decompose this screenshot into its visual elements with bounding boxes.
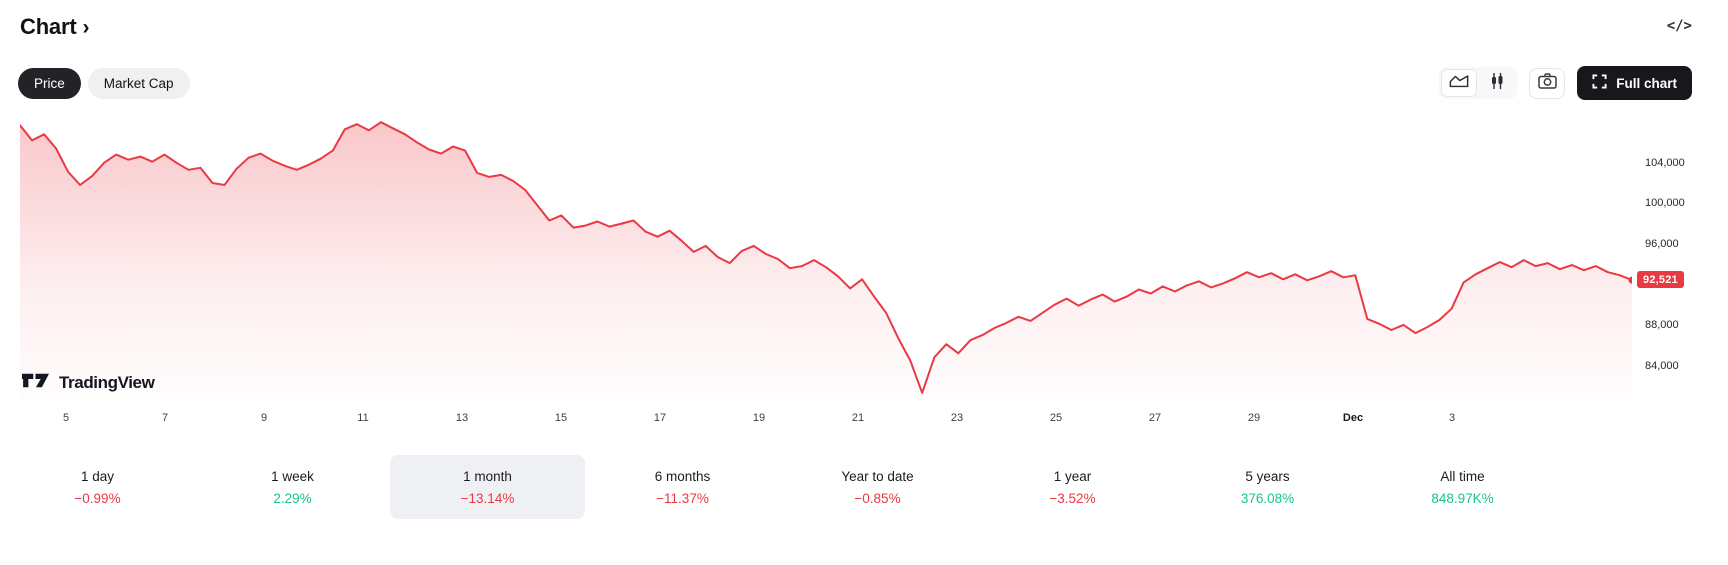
- x-axis-tick: 15: [554, 412, 568, 424]
- period-label: 1 week: [271, 468, 314, 484]
- page-title: Chart: [20, 14, 77, 39]
- period-change-value: −0.99%: [74, 490, 121, 506]
- area-fill: [20, 122, 1632, 402]
- chart-controls: Full chart: [1439, 66, 1692, 100]
- period-change-value: 2.29%: [273, 490, 312, 506]
- period-label: All time: [1440, 468, 1485, 484]
- candlestick-chart-type-button[interactable]: [1479, 69, 1515, 97]
- y-axis-tick: 88,000: [1645, 318, 1679, 331]
- period-stat-1-week[interactable]: 1 week 2.29%: [195, 455, 390, 519]
- tab-price[interactable]: Price: [18, 67, 81, 99]
- tradingview-logo-icon: [22, 371, 52, 395]
- period-label: 5 years: [1245, 468, 1290, 484]
- fullscreen-icon: [1592, 74, 1607, 92]
- area-chart-type-button[interactable]: [1441, 69, 1478, 97]
- period-change-value: −3.52%: [1049, 490, 1096, 506]
- snapshot-button[interactable]: [1529, 67, 1566, 99]
- x-axis-tick: 21: [851, 412, 865, 424]
- full-chart-label: Full chart: [1616, 75, 1677, 91]
- price-area-chart[interactable]: [20, 110, 1632, 402]
- tab-market-cap[interactable]: Market Cap: [87, 67, 190, 99]
- price-marketcap-tabs: Price Market Cap: [18, 67, 190, 99]
- tradingview-attribution[interactable]: TradingView: [22, 371, 155, 395]
- x-axis-tick: 25: [1049, 412, 1063, 424]
- x-axis-tick: Dec: [1342, 412, 1364, 424]
- y-axis-tick: 100,000: [1645, 197, 1685, 210]
- y-axis-tick: 104,000: [1645, 156, 1685, 169]
- x-axis-tick: 3: [1448, 412, 1456, 424]
- y-axis-tick: 84,000: [1645, 359, 1679, 372]
- x-axis-tick: 23: [950, 412, 964, 424]
- period-change-value: 848.97K%: [1431, 490, 1494, 506]
- x-axis-tick: 9: [260, 412, 268, 424]
- price-line: [20, 121, 1632, 394]
- period-label: 1 day: [80, 468, 115, 484]
- period-stat-6-months[interactable]: 6 months −11.37%: [585, 455, 780, 519]
- y-axis-tick: 96,000: [1645, 237, 1679, 250]
- current-price-badge: 92,521: [1637, 271, 1684, 289]
- stats-row: 1 day −0.99% 1 week 2.29% 1 month −13.14% 6 mo…: [0, 455, 1560, 519]
- x-axis-tick: 29: [1247, 412, 1261, 424]
- full-chart-button[interactable]: Full chart: [1577, 66, 1692, 100]
- x-axis-tick: 5: [62, 412, 70, 424]
- current-price-dot: [1628, 276, 1632, 284]
- area-chart-icon: [1449, 73, 1469, 94]
- period-change-value: −11.37%: [656, 490, 709, 506]
- chart-section-header: Chart ›: [20, 14, 89, 40]
- period-label: 6 months: [654, 468, 711, 484]
- candlestick-icon: [1489, 72, 1505, 95]
- period-stat-all-time[interactable]: All time 848.97K%: [1365, 455, 1560, 519]
- chevron-right-icon[interactable]: ›: [82, 15, 90, 39]
- x-axis-tick: 19: [752, 412, 766, 424]
- period-stat-1-year[interactable]: 1 year −3.52%: [975, 455, 1170, 519]
- period-stat-1-day[interactable]: 1 day −0.99%: [0, 455, 195, 519]
- period-label: 1 month: [463, 468, 512, 484]
- period-label: Year to date: [841, 468, 914, 484]
- x-axis-tick: 13: [455, 412, 469, 424]
- period-change-value: −13.14%: [460, 490, 515, 506]
- period-change-value: 376.08%: [1240, 490, 1295, 506]
- tradingview-wordmark: TradingView: [59, 373, 155, 392]
- camera-icon: [1537, 72, 1557, 94]
- x-axis-tick: 27: [1148, 412, 1162, 424]
- chart-type-switch: [1439, 67, 1518, 99]
- period-label: 1 year: [1053, 468, 1092, 484]
- period-change-value: −0.85%: [854, 490, 901, 506]
- x-axis-tick: 7: [161, 412, 169, 424]
- chart-toolbar: Price Market Cap: [18, 66, 1692, 100]
- x-axis-tick: 17: [653, 412, 667, 424]
- period-stat-1-month[interactable]: 1 month −13.14%: [390, 455, 585, 519]
- period-stat-year-to-date[interactable]: Year to date −0.85%: [780, 455, 975, 519]
- x-axis-tick: 11: [357, 412, 369, 424]
- embed-code-icon[interactable]: </>: [1666, 18, 1692, 34]
- period-stat-5-years[interactable]: 5 years 376.08%: [1170, 455, 1365, 519]
